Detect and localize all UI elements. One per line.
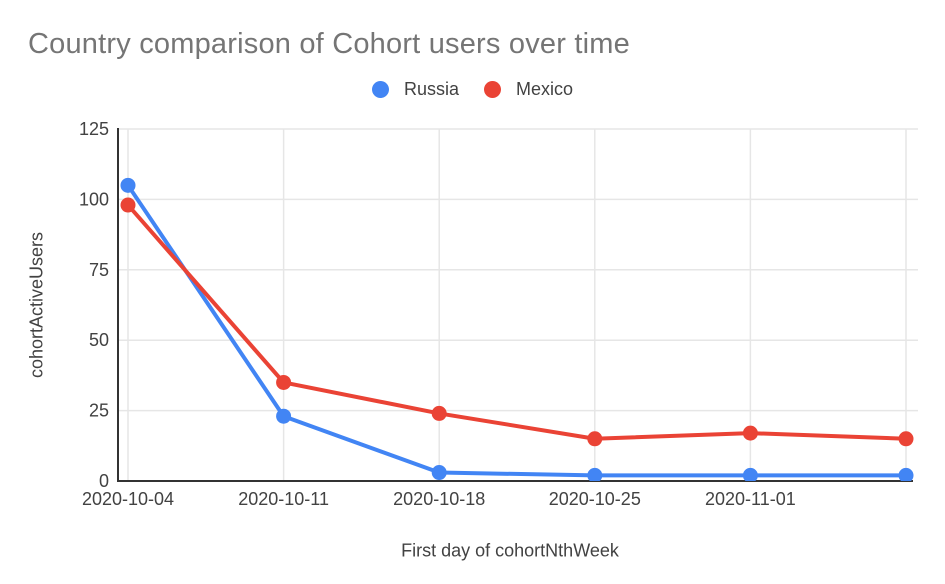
legend-item-mexico: Mexico (484, 79, 573, 100)
x-tick-label: 2020-11-01 (705, 489, 796, 509)
data-point (587, 467, 603, 481)
y-tick-label: 125 (79, 119, 109, 139)
x-tick-label: 2020-10-25 (549, 489, 641, 509)
y-tick-label: 100 (79, 189, 109, 209)
series-line (126, 203, 908, 441)
x-axis-title: First day of cohortNthWeek (401, 540, 619, 561)
chart-legend: Russia Mexico (0, 79, 945, 100)
series-line (126, 183, 908, 478)
legend-label: Mexico (516, 79, 574, 99)
data-point (742, 467, 758, 481)
series-mexico (120, 197, 914, 447)
legend-label: Russia (403, 79, 459, 99)
data-point (898, 431, 914, 447)
y-tick-label: 75 (89, 260, 109, 280)
data-point (276, 374, 292, 390)
data-point (120, 177, 136, 193)
data-point (898, 467, 914, 481)
x-tick-label: 2020-10-11 (238, 489, 329, 509)
y-tick-label: 50 (89, 330, 109, 350)
chart-title: Country comparison of Cohort users over … (28, 28, 630, 60)
data-point (742, 425, 758, 441)
legend-dot-icon (484, 81, 501, 98)
legend-item-russia: Russia (371, 79, 459, 100)
y-tick-label: 0 (99, 471, 109, 491)
data-point (431, 405, 447, 421)
y-tick-label: 25 (89, 401, 109, 421)
x-tick-label: 2020-10-04 (82, 489, 174, 509)
x-tick-label: 2020-10-18 (393, 489, 485, 509)
data-point (431, 465, 447, 481)
series-russia (120, 177, 914, 481)
legend-dot-icon (371, 81, 389, 98)
data-point (120, 197, 136, 213)
data-point (276, 408, 292, 424)
data-point (587, 431, 603, 447)
